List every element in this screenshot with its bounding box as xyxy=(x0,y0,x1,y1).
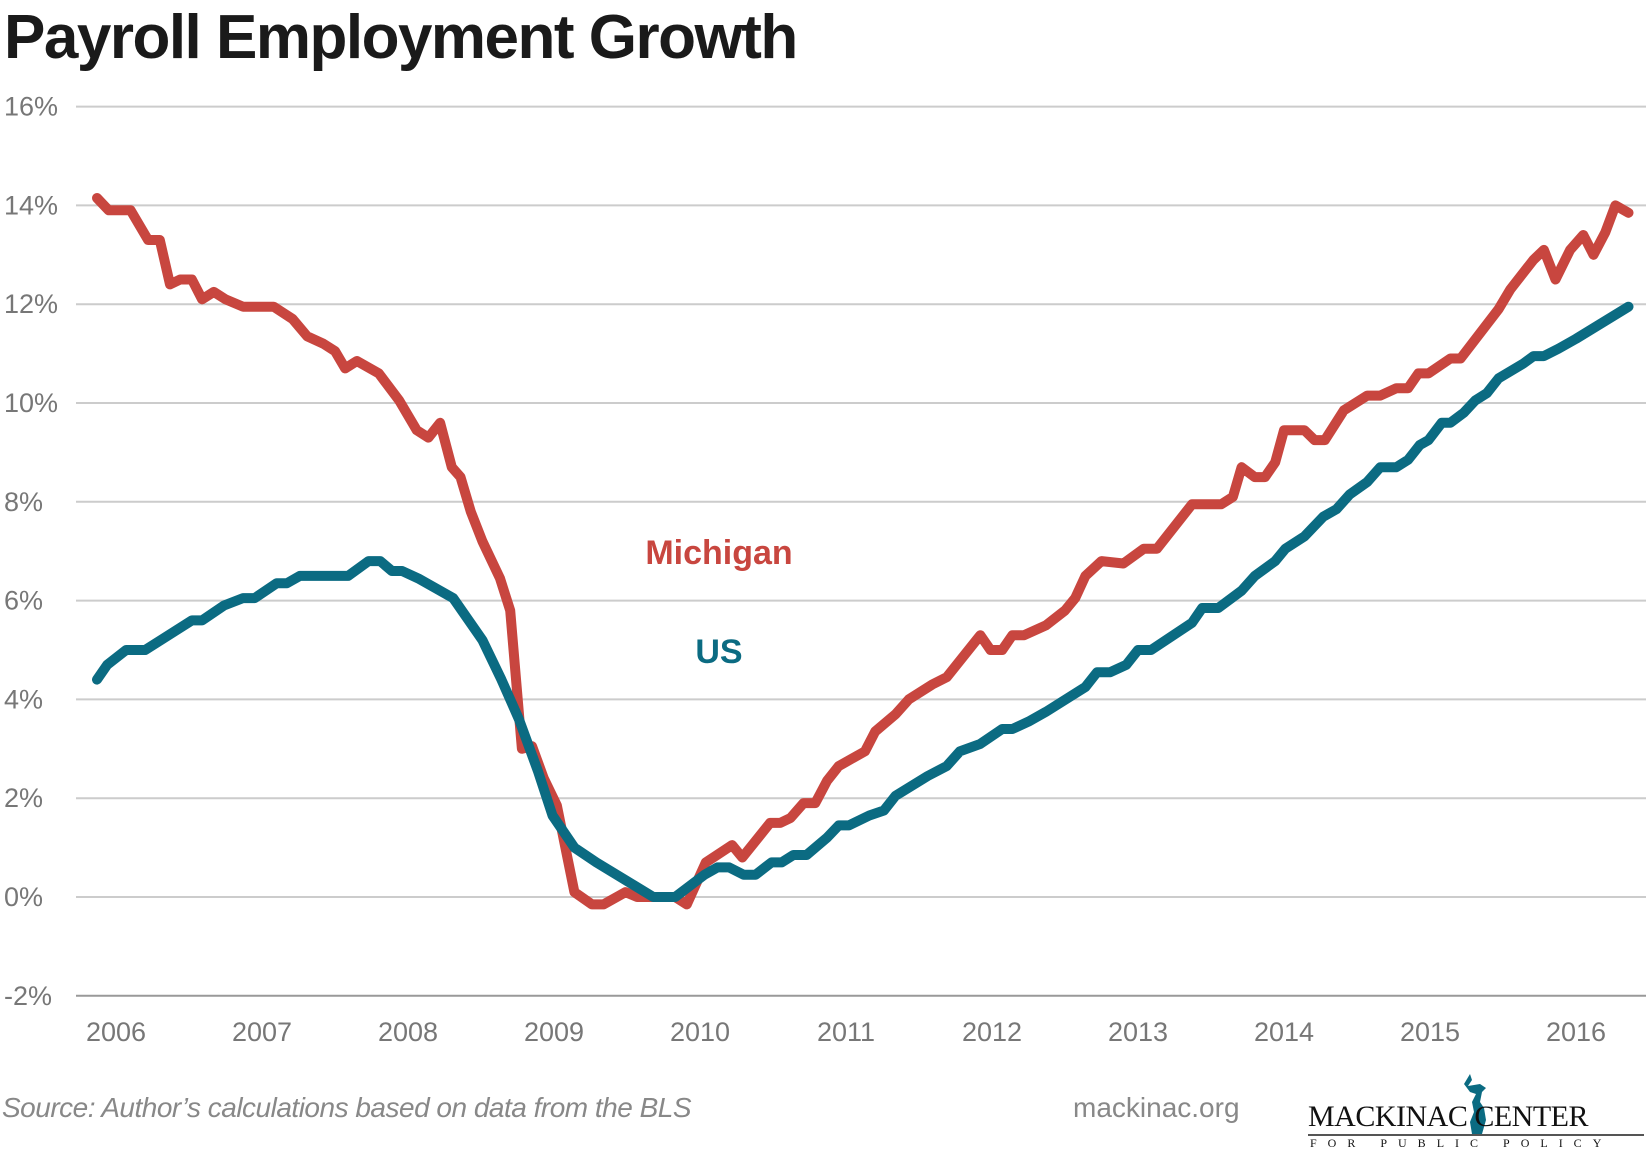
mackinac-center-logo: MACKINAC CENTER FOR PUBLIC POLICY xyxy=(1308,1072,1646,1152)
michigan-map-icon xyxy=(1464,1074,1486,1134)
x-tick-label: 2006 xyxy=(86,1017,146,1047)
y-axis: -2% 0% 2% 4% 6% 8% 10% 12% 14% 16% xyxy=(4,92,58,1011)
x-tick-label: 2010 xyxy=(670,1017,730,1047)
x-tick-label: 2013 xyxy=(1108,1017,1168,1047)
series-label-us: US xyxy=(695,633,742,671)
source-note: Source: Author’s calculations based on d… xyxy=(2,1092,692,1123)
y-tick-label: 0% xyxy=(4,882,43,912)
y-tick-label: 10% xyxy=(4,388,58,418)
y-tick-label: 16% xyxy=(4,92,58,122)
series-line-us xyxy=(92,301,1634,902)
series-line-michigan xyxy=(92,193,1634,910)
x-tick-label: 2015 xyxy=(1400,1017,1460,1047)
y-tick-label: 14% xyxy=(4,190,58,220)
x-tick-label: 2011 xyxy=(817,1017,875,1047)
y-tick-label: 6% xyxy=(4,586,43,616)
x-tick-label: 2008 xyxy=(378,1017,438,1047)
site-link[interactable]: mackinac.org xyxy=(1073,1092,1240,1123)
x-tick-label: 2014 xyxy=(1254,1017,1314,1047)
logo-name: MACKINAC CENTER xyxy=(1308,1100,1589,1133)
gridlines xyxy=(76,105,1646,997)
series-label-michigan: Michigan xyxy=(645,534,792,572)
y-tick-label: 12% xyxy=(4,289,58,319)
x-axis: 2006 2007 2008 2009 2010 2011 2012 2013 2014 2015… xyxy=(86,1017,1606,1047)
logo-subtitle: FOR PUBLIC POLICY xyxy=(1310,1136,1613,1150)
x-tick-label: 2007 xyxy=(232,1017,292,1047)
x-tick-label: 2012 xyxy=(962,1017,1022,1047)
x-tick-label: 2009 xyxy=(524,1017,584,1047)
logo-rule xyxy=(1308,1134,1644,1136)
y-tick-label: 8% xyxy=(4,487,43,517)
chart-title: Payroll Employment Growth xyxy=(4,3,798,72)
y-tick-label: -2% xyxy=(4,981,52,1011)
y-tick-label: 4% xyxy=(4,684,43,714)
y-tick-label: 2% xyxy=(4,783,43,813)
x-tick-label: 2016 xyxy=(1546,1017,1606,1047)
series-lines xyxy=(92,193,1634,910)
